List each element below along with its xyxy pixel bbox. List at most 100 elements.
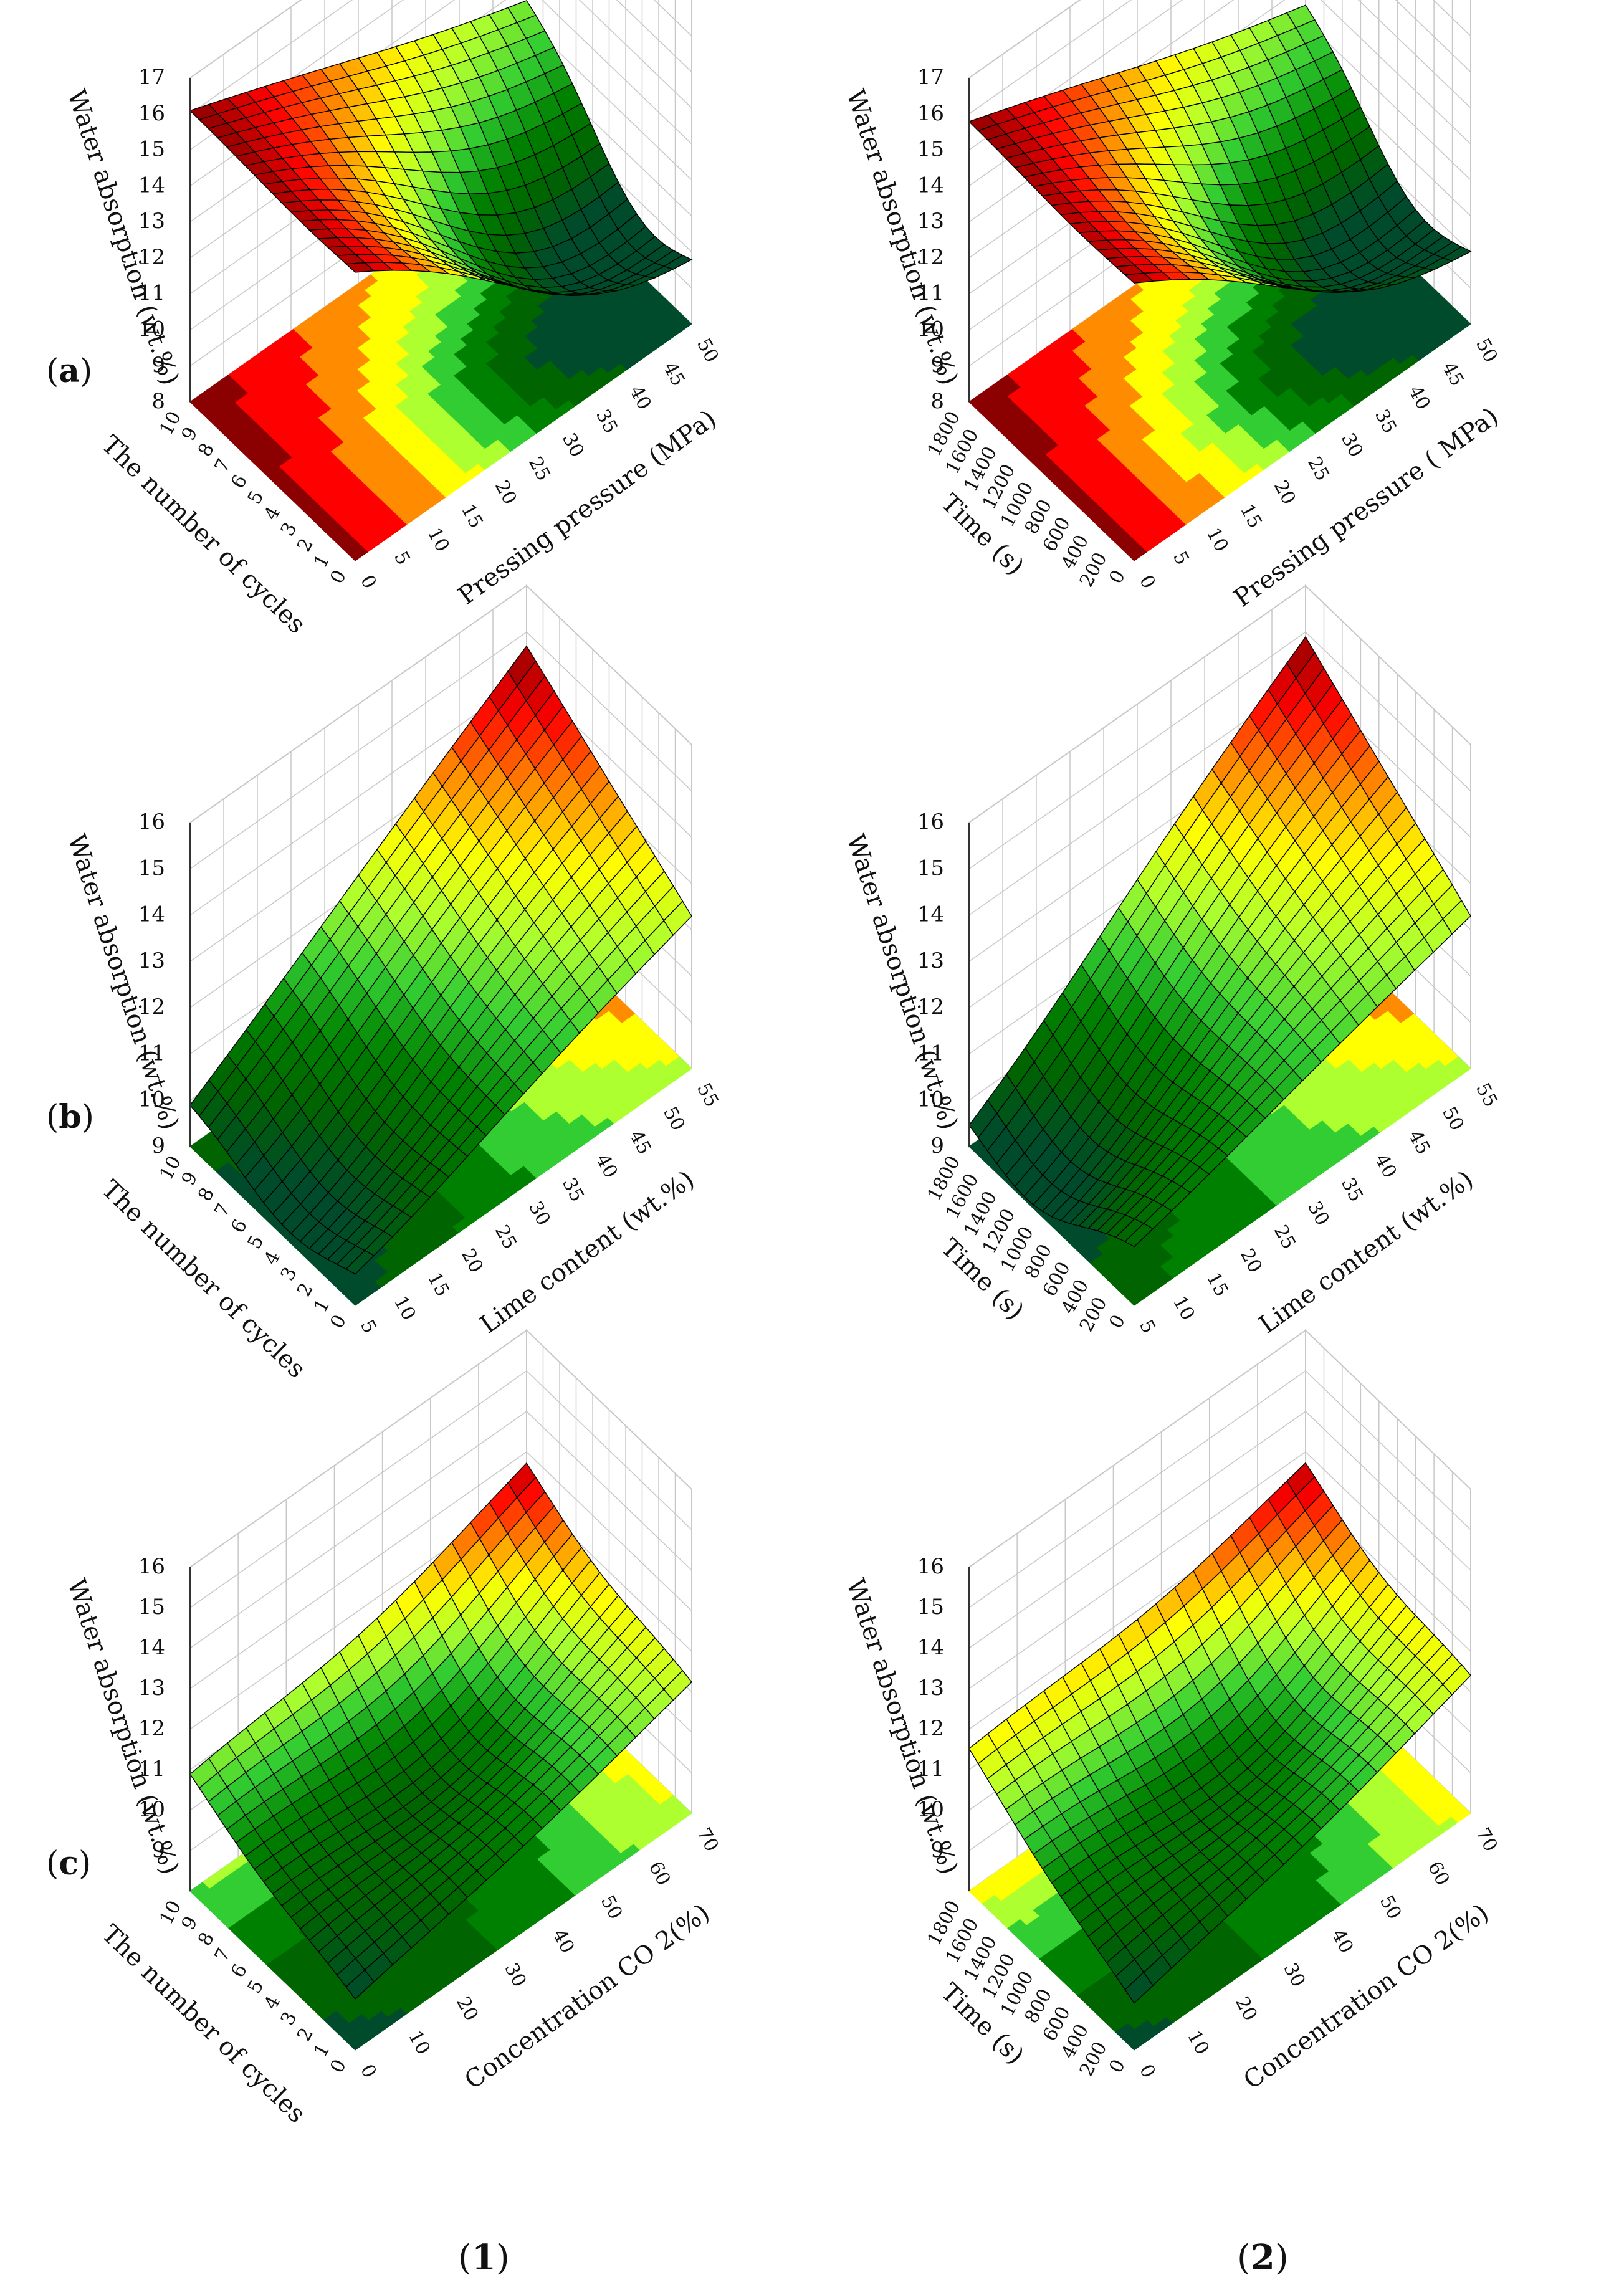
y-tick-label: 40 xyxy=(591,1150,622,1181)
z-tick-label: 14 xyxy=(138,1635,165,1660)
y-tick-label: 0 xyxy=(356,2061,381,2081)
y-tick-label: 50 xyxy=(692,335,723,366)
z-tick-label: 11 xyxy=(138,1757,165,1782)
z-tick-label: 10 xyxy=(138,1797,165,1822)
z-tick-label: 14 xyxy=(138,902,165,927)
y-tick-label: 35 xyxy=(1337,1174,1367,1205)
z-axis-label: Water absorption (wt.%) xyxy=(841,1575,963,1877)
y-tick-label: 20 xyxy=(1231,1993,1261,2025)
z-tick-label: 14 xyxy=(917,902,944,927)
y-tick-label: 15 xyxy=(1202,1269,1233,1300)
z-tick-label: 11 xyxy=(138,1041,165,1066)
surface-mesh-a1 xyxy=(189,0,693,296)
z-tick-label: 15 xyxy=(138,137,165,162)
z-tick-label: 15 xyxy=(138,856,165,880)
y-tick-label: 50 xyxy=(1438,1103,1468,1134)
x-tick-label: 0 xyxy=(326,566,351,587)
y-tick-label: 10 xyxy=(423,524,454,555)
y-tick-label: 60 xyxy=(644,1858,675,1889)
z-tick-label: 12 xyxy=(917,245,944,270)
z-axis-label: Water absorption (wt.%) xyxy=(841,86,963,388)
row-label-b: (b) xyxy=(46,1098,94,1136)
y-tick-label: 20 xyxy=(1269,477,1300,508)
y-tick-label: 40 xyxy=(1370,1150,1401,1181)
z-tick-label: 9 xyxy=(151,1133,165,1158)
z-tick-label: 13 xyxy=(138,209,165,234)
y-tick-label: 30 xyxy=(1303,1198,1334,1229)
z-tick-label: 8 xyxy=(151,389,165,414)
y-tick-label: 30 xyxy=(500,1959,530,1990)
z-tick-label: 10 xyxy=(917,317,944,341)
z-axis-label: Water absorption (wt.%) xyxy=(62,831,184,1133)
y-tick-label: 20 xyxy=(490,477,521,508)
surface-mesh-c1 xyxy=(189,1462,692,2000)
y-tick-label: 25 xyxy=(490,1221,521,1252)
z-axis-label: Water absorption (wt.%) xyxy=(62,86,184,388)
z-tick-label: 11 xyxy=(138,281,165,306)
y-tick-label: 60 xyxy=(1423,1858,1454,1889)
z-tick-label: 12 xyxy=(917,1716,944,1741)
z-tick-label: 12 xyxy=(138,1716,165,1741)
z-tick-label: 11 xyxy=(917,281,944,306)
x-tick-label: 0 xyxy=(1105,566,1130,587)
z-tick-label: 14 xyxy=(138,173,165,198)
y-tick-label: 30 xyxy=(1337,429,1367,460)
y-tick-label: 50 xyxy=(1471,335,1502,366)
z-tick-label: 9 xyxy=(930,1838,944,1863)
z-tick-label: 12 xyxy=(917,995,944,1019)
z-tick-label: 9 xyxy=(930,353,944,378)
y-tick-label: 45 xyxy=(1404,1127,1435,1158)
z-tick-label: 10 xyxy=(917,1087,944,1112)
z-tick-label: 16 xyxy=(138,1554,165,1579)
surface-mesh-b1 xyxy=(189,645,692,1275)
z-tick-label: 10 xyxy=(138,1087,165,1112)
y-tick-label: 25 xyxy=(1269,1221,1300,1252)
y-tick-label: 10 xyxy=(1168,1292,1199,1324)
y-tick-label: 20 xyxy=(457,1245,487,1276)
y-tick-label: 0 xyxy=(1135,571,1160,592)
z-tick-label: 13 xyxy=(917,209,944,234)
column-label-2: (2) xyxy=(1237,2237,1289,2278)
z-tick-label: 14 xyxy=(917,173,944,198)
y-tick-label: 0 xyxy=(1135,2061,1160,2081)
z-tick-label: 13 xyxy=(138,948,165,973)
z-tick-label: 8 xyxy=(930,389,944,414)
y-tick-label: 25 xyxy=(1303,453,1334,484)
z-tick-label: 16 xyxy=(138,101,165,126)
row-label-c: (c) xyxy=(46,1844,92,1882)
z-tick-label: 9 xyxy=(930,1133,944,1158)
y-tick-label: 10 xyxy=(1202,524,1233,555)
y-tick-label: 35 xyxy=(558,1174,588,1205)
z-tick-label: 12 xyxy=(138,995,165,1019)
y-tick-label: 25 xyxy=(524,453,555,484)
z-tick-label: 15 xyxy=(917,856,944,880)
y-tick-label: 5 xyxy=(1168,548,1193,568)
z-tick-label: 10 xyxy=(917,1797,944,1822)
z-tick-label: 10 xyxy=(138,317,165,341)
z-tick-label: 15 xyxy=(917,1595,944,1620)
row-label-a: (a) xyxy=(46,352,93,390)
y-tick-label: 35 xyxy=(1370,406,1401,437)
x-tick-label: 0 xyxy=(1105,1311,1130,1332)
y-tick-label: 45 xyxy=(1438,358,1468,389)
z-tick-label: 16 xyxy=(917,809,944,834)
y-tick-label: 40 xyxy=(1404,382,1435,413)
z-tick-label: 13 xyxy=(138,1676,165,1701)
z-tick-label: 15 xyxy=(917,137,944,162)
y-tick-label: 10 xyxy=(1183,2027,1213,2058)
y-tick-label: 0 xyxy=(356,571,381,592)
z-tick-label: 12 xyxy=(138,245,165,270)
y-tick-label: 40 xyxy=(548,1925,579,1957)
y-tick-label: 50 xyxy=(1375,1892,1406,1923)
z-tick-label: 13 xyxy=(917,1676,944,1701)
y-tick-label: 70 xyxy=(1471,1824,1502,1855)
y-tick-label: 5 xyxy=(389,548,414,568)
z-tick-label: 13 xyxy=(917,948,944,973)
y-tick-label: 40 xyxy=(1327,1925,1358,1957)
